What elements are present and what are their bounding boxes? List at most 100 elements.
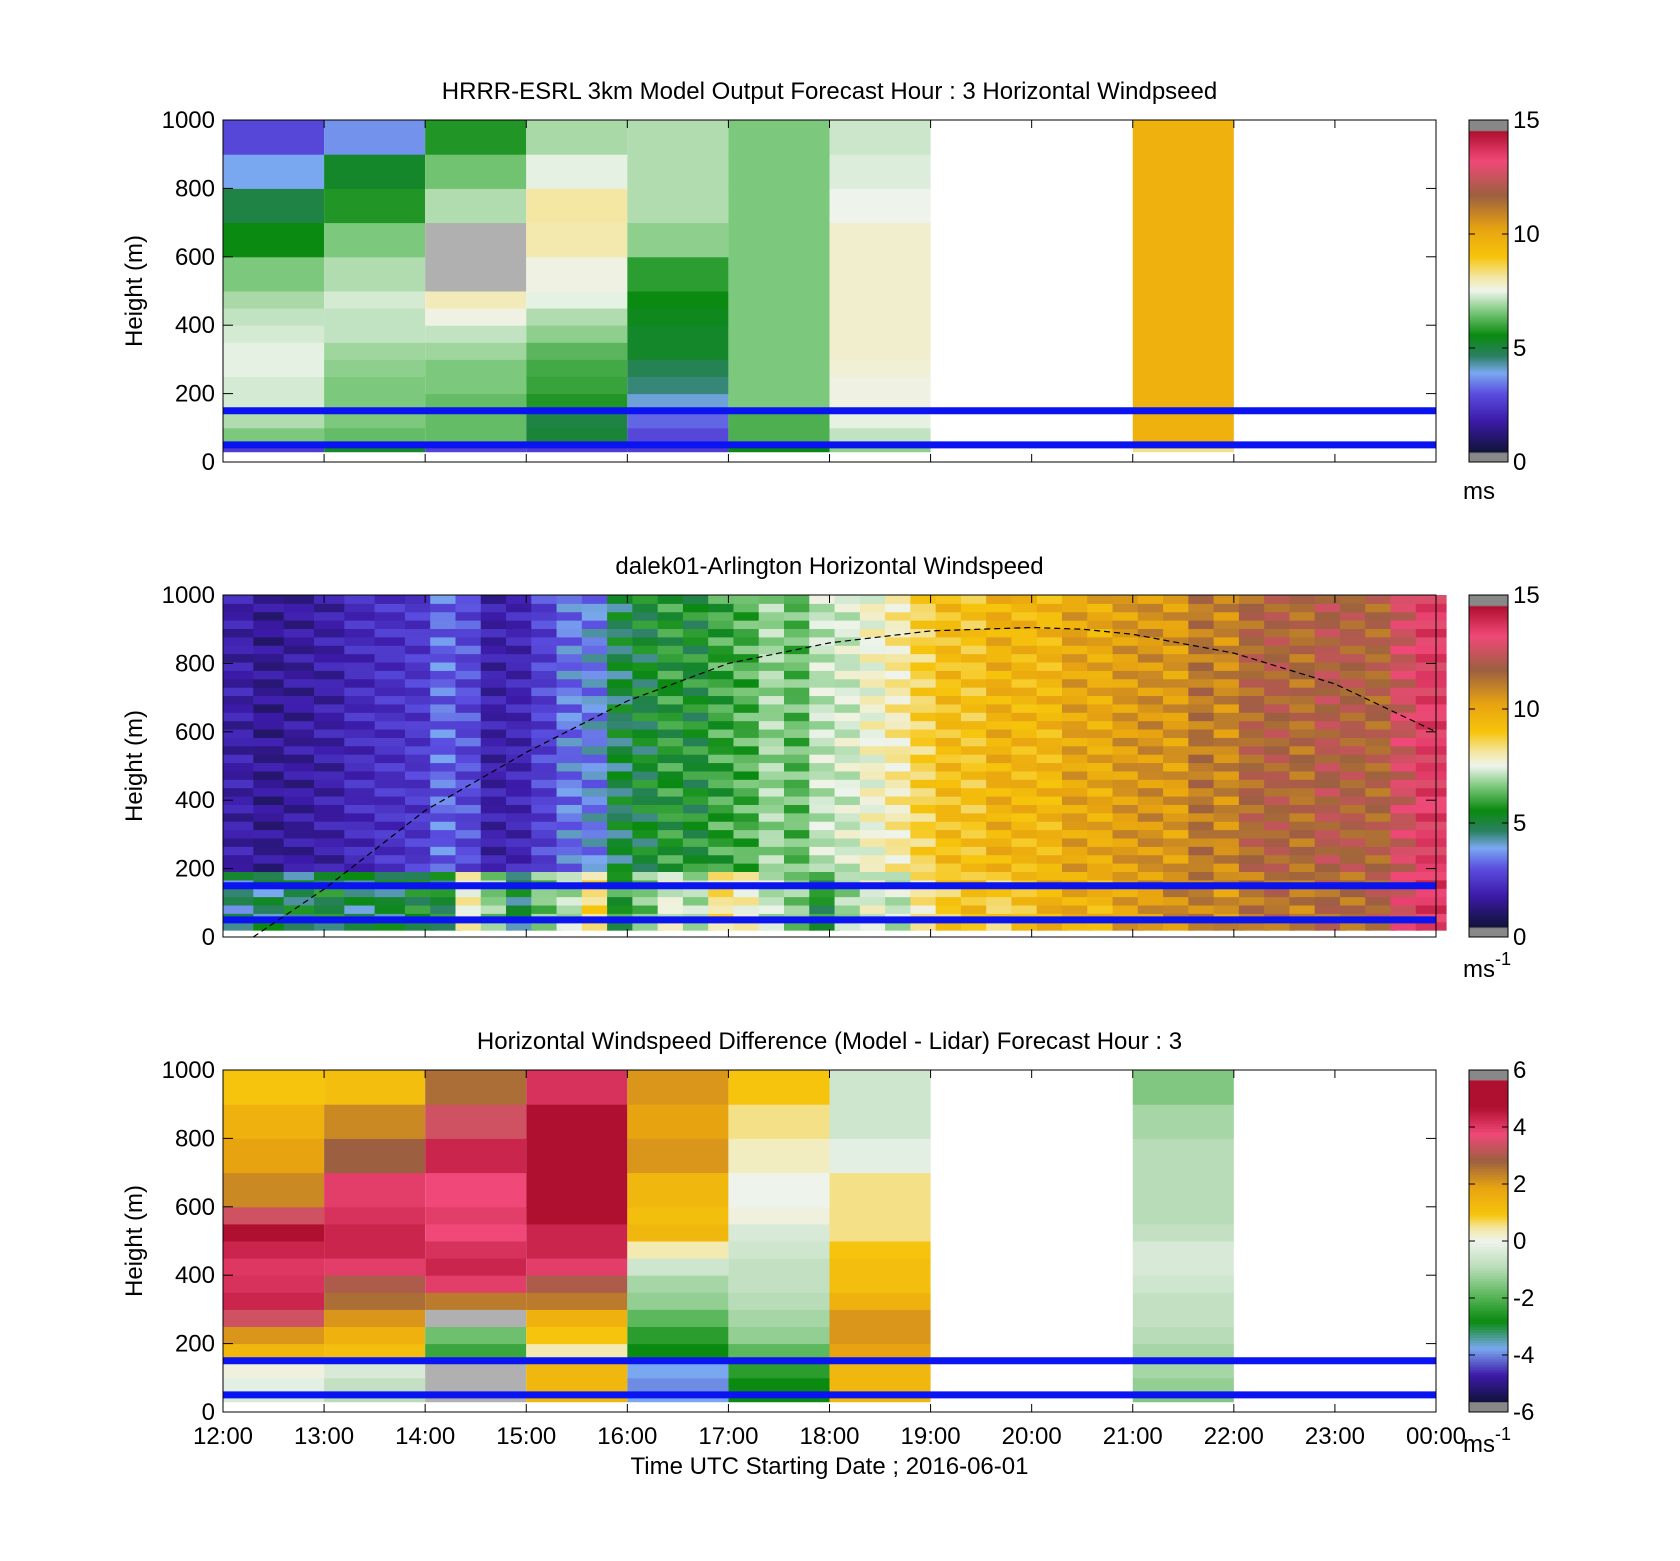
heatmap-cell <box>374 921 406 931</box>
heatmap-cell <box>1264 662 1295 671</box>
heatmap-cell <box>283 687 315 697</box>
colorbar-band <box>1469 1324 1508 1328</box>
heatmap-cell <box>283 905 315 914</box>
heatmap-cell <box>809 611 841 621</box>
heatmap-cell <box>223 1206 325 1225</box>
heatmap-cell <box>556 729 588 738</box>
heatmap-cell <box>859 737 891 747</box>
heatmap-cell <box>834 863 866 873</box>
heatmap-cell <box>829 410 931 429</box>
heatmap-cell <box>556 812 588 822</box>
heatmap-cell <box>728 359 830 377</box>
heatmap-cell <box>531 787 563 797</box>
heatmap-cell <box>682 670 714 680</box>
heatmap-cell <box>455 787 487 797</box>
heatmap-cell <box>829 376 931 395</box>
heatmap-cell <box>480 796 512 805</box>
colorbar-band <box>1469 1259 1508 1263</box>
colorbar-band <box>1469 1206 1508 1210</box>
heatmap-cell <box>344 712 376 722</box>
heatmap-cell <box>657 662 689 671</box>
colorbar-band <box>1469 1107 1508 1111</box>
heatmap-cell <box>758 829 790 839</box>
heatmap-cell <box>1036 821 1068 831</box>
heatmap-cell <box>986 628 1018 638</box>
heatmap-cell <box>1137 854 1169 864</box>
heatmap-cell <box>223 1309 325 1327</box>
heatmap-cell <box>708 670 740 680</box>
heatmap-cell <box>313 921 345 931</box>
heatmap-cell <box>1036 687 1068 697</box>
heatmap-cell <box>1188 888 1220 898</box>
heatmap-cell <box>1314 829 1346 839</box>
heatmap-cell <box>455 812 487 822</box>
heatmap-cell <box>1087 603 1119 613</box>
heatmap-cell <box>1188 779 1220 789</box>
heatmap-cell <box>506 871 537 881</box>
heatmap-cell <box>885 896 916 906</box>
colorbar-tick-label: 2 <box>1513 1171 1526 1198</box>
heatmap-cell <box>526 325 628 343</box>
heatmap-cell <box>374 829 406 839</box>
heatmap-cell <box>531 595 563 604</box>
heatmap-cell <box>627 1070 729 1105</box>
heatmap-cell <box>283 620 315 630</box>
heatmap-cell <box>1137 670 1169 680</box>
heatmap-cell <box>1061 653 1093 663</box>
heatmap-cell <box>632 603 664 613</box>
heatmap-cell <box>1339 653 1371 663</box>
heatmap-cell <box>1137 779 1169 789</box>
heatmap-cell <box>708 804 740 814</box>
heatmap-cell <box>1132 1275 1234 1293</box>
heatmap-cell <box>829 1104 931 1139</box>
heatmap-cell <box>986 595 1018 604</box>
heatmap-cell <box>581 628 613 638</box>
x-tick-label: 21:00 <box>1103 1423 1163 1450</box>
heatmap-cell <box>344 628 376 638</box>
heatmap-cell <box>223 359 325 377</box>
heatmap-cell <box>526 1138 628 1174</box>
heatmap-cell <box>657 846 689 856</box>
heatmap-cell <box>1390 687 1422 697</box>
heatmap-cell <box>859 729 891 738</box>
heatmap-cell <box>1238 754 1270 764</box>
heatmap-cell <box>809 695 841 705</box>
heatmap-cell <box>344 905 376 914</box>
heatmap-cell <box>1061 670 1093 680</box>
heatmap-cell <box>455 837 487 847</box>
heatmap-cell <box>324 325 426 343</box>
heatmap-cell <box>1213 787 1245 797</box>
heatmap-cell <box>910 863 942 873</box>
heatmap-cell <box>627 256 729 292</box>
heatmap-cell <box>556 687 588 697</box>
heatmap-cell <box>1112 905 1144 914</box>
heatmap-cell <box>430 729 462 738</box>
heatmap-cell <box>708 695 740 705</box>
colorbar-band <box>1469 1219 1508 1223</box>
heatmap-cell <box>581 620 613 630</box>
heatmap-cell <box>1314 720 1346 730</box>
heatmap-cell <box>1011 829 1043 839</box>
heatmap-cell <box>733 812 765 822</box>
heatmap-cell <box>1061 611 1093 621</box>
colorbar-band <box>1469 1350 1508 1355</box>
heatmap-cell <box>581 670 613 680</box>
heatmap-cell <box>859 712 891 722</box>
heatmap-cell <box>733 611 765 621</box>
heatmap-cell <box>1365 863 1397 873</box>
heatmap-cell <box>430 670 462 680</box>
heatmap-cell <box>910 821 942 831</box>
heatmap-cell <box>1188 762 1220 772</box>
heatmap-cell <box>1011 737 1043 747</box>
heatmap-cell <box>1087 787 1119 797</box>
heatmap-cell <box>1238 603 1270 613</box>
heatmap-cell <box>885 653 916 663</box>
heatmap-cell <box>859 628 891 638</box>
colorbar-band <box>1469 1080 1508 1084</box>
heatmap-cell <box>313 762 345 772</box>
colorbar-band <box>1469 1273 1508 1277</box>
heatmap-cell <box>1011 620 1043 630</box>
heatmap-cell <box>455 829 487 839</box>
heatmap-cell <box>1415 703 1447 713</box>
